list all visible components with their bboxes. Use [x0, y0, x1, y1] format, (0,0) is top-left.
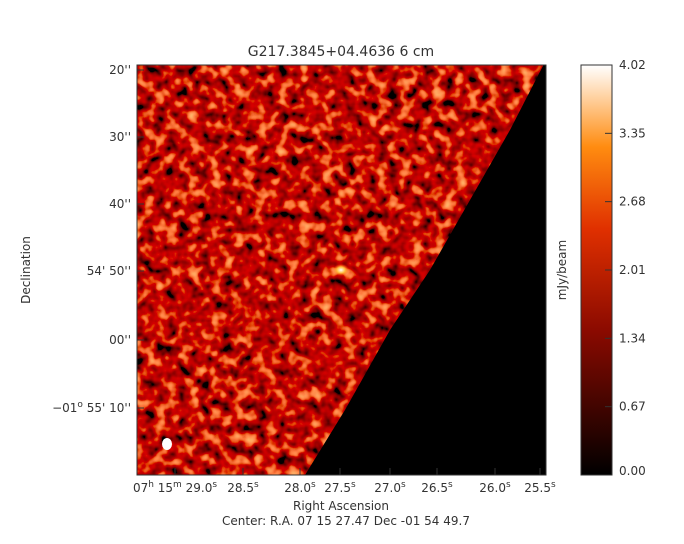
superscript: h: [148, 480, 154, 490]
superscript: s: [506, 480, 511, 490]
superscript: s: [311, 480, 316, 490]
tick-label: 27.5s: [324, 480, 356, 495]
title: G217.3845+04.4636 6 cm: [248, 44, 434, 60]
label-part: 20'': [109, 63, 131, 77]
colorbar-label: mJy/beam: [555, 240, 569, 300]
source: [333, 264, 349, 276]
label-part: −01: [52, 401, 77, 415]
tick-label: 28.0s: [284, 480, 316, 495]
label-part: 00'': [109, 333, 131, 347]
label-part: 26.5: [421, 481, 448, 495]
label-part: 30'': [109, 130, 131, 144]
tick-label: 26.5s: [421, 480, 453, 495]
tick-label: 07h 15m 29.0s: [133, 480, 217, 495]
label-part: 40'': [109, 197, 131, 211]
label-part: 25.5: [524, 481, 551, 495]
tick-label: 26.0s: [479, 480, 511, 495]
colorbar-tick-label: 3.35: [619, 126, 646, 140]
tick-label: 30'': [109, 130, 131, 144]
label-part: 28.5: [227, 481, 254, 495]
superscript: s: [551, 480, 556, 490]
y-axis-label: Declination: [19, 236, 33, 304]
tick-label: 20'': [109, 63, 131, 77]
tick-label: 54' 50'': [87, 264, 131, 278]
superscript: o: [77, 400, 83, 410]
tick-label: 00'': [109, 333, 131, 347]
blank-region: [305, 65, 546, 475]
label-part: 15: [154, 481, 173, 495]
label-part: 26.0: [479, 481, 506, 495]
colorbar-tick-label: 4.02: [619, 58, 646, 72]
superscript: s: [401, 480, 406, 490]
superscript: m: [173, 480, 182, 490]
superscript: s: [448, 480, 453, 490]
label-part: 54' 50'': [87, 264, 131, 278]
label-part: 27.0: [374, 481, 401, 495]
label-part: 07: [133, 481, 148, 495]
superscript: s: [254, 480, 259, 490]
superscript: s: [212, 480, 217, 490]
tick-label: 28.5s: [227, 480, 259, 495]
footer: Center: R.A. 07 15 27.47 Dec -01 54 49.7: [222, 514, 470, 528]
label-part: 55' 10'': [83, 401, 131, 415]
tick-label: −01o 55' 10'': [52, 400, 131, 415]
map-image: [137, 65, 546, 475]
superscript: s: [351, 480, 356, 490]
tick-label: 27.0s: [374, 480, 406, 495]
label-part: 29.0: [182, 481, 213, 495]
label-part: 28.0: [284, 481, 311, 495]
label-part: 27.5: [324, 481, 351, 495]
tick-label: 25.5s: [524, 480, 556, 495]
plot-frame: [136, 64, 547, 476]
colorbar-tick-label: 2.01: [619, 263, 646, 277]
beam: [162, 438, 172, 450]
colorbar-tick-label: 0.67: [619, 400, 646, 414]
colorbar-tick-label: 2.68: [619, 195, 646, 209]
tick-label: 40'': [109, 197, 131, 211]
x-axis-label: Right Ascension: [293, 499, 389, 513]
colorbar-tick-label: 0.00: [619, 464, 646, 478]
colorbar-tick-label: 1.34: [619, 331, 646, 345]
